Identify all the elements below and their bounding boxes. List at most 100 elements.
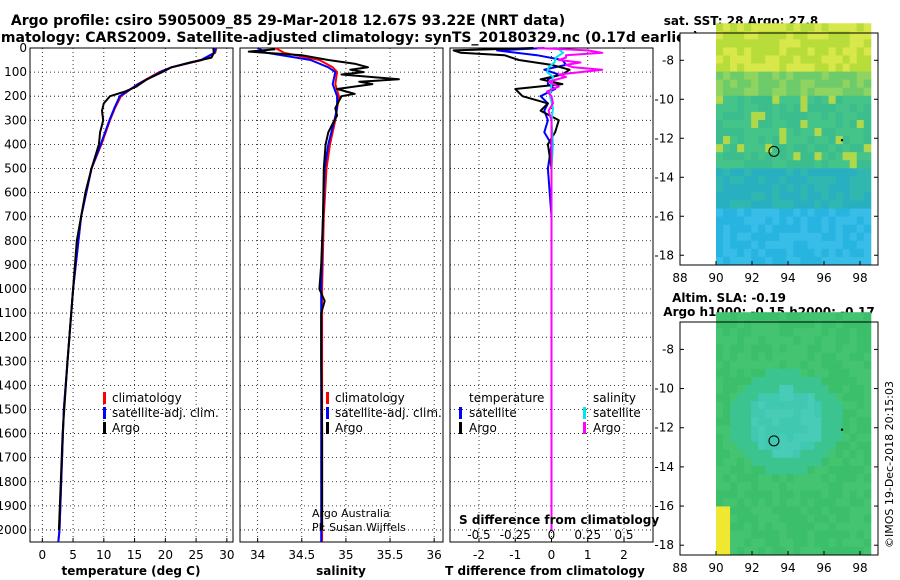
map-cell bbox=[744, 417, 752, 427]
map-cell bbox=[772, 312, 780, 321]
map-cell bbox=[758, 192, 766, 202]
map-cell bbox=[765, 111, 773, 121]
map-cell bbox=[793, 474, 801, 483]
map-cell bbox=[842, 79, 851, 89]
map-cell bbox=[751, 401, 759, 410]
map-cell bbox=[716, 176, 724, 185]
map-cell bbox=[779, 433, 787, 443]
map-cell bbox=[723, 425, 731, 435]
map-cell bbox=[863, 216, 872, 226]
map-cell bbox=[723, 47, 731, 56]
map-cell bbox=[814, 119, 823, 129]
map-cell bbox=[828, 79, 837, 89]
map-cell bbox=[835, 417, 844, 427]
map-cell bbox=[814, 95, 823, 105]
map-cell bbox=[730, 23, 738, 32]
map-cell bbox=[800, 401, 808, 410]
map-cell bbox=[800, 23, 808, 32]
map-cell bbox=[730, 360, 738, 370]
map-cell bbox=[765, 128, 773, 137]
map-cell bbox=[800, 328, 808, 337]
map-cell bbox=[751, 63, 759, 73]
map-cell bbox=[849, 312, 858, 321]
map-cell bbox=[751, 23, 759, 32]
map-cell bbox=[730, 433, 738, 443]
map-y-tick-label: -12 bbox=[654, 131, 674, 145]
map-cell bbox=[765, 449, 773, 459]
map-cell bbox=[814, 55, 823, 65]
map-cell bbox=[744, 465, 752, 475]
map-cell bbox=[751, 47, 759, 56]
map-cell bbox=[786, 360, 794, 370]
map-cell bbox=[765, 119, 773, 129]
map-cell bbox=[821, 79, 830, 89]
map-cell bbox=[814, 208, 823, 218]
map-cell bbox=[856, 368, 865, 378]
map-cell bbox=[800, 433, 808, 443]
map-cell bbox=[807, 55, 816, 65]
map-cell bbox=[814, 344, 823, 354]
map-cell bbox=[765, 55, 773, 65]
map-cell bbox=[723, 152, 731, 161]
map-cell bbox=[842, 522, 851, 532]
map-cell bbox=[842, 248, 851, 258]
map-cell bbox=[863, 449, 872, 459]
map-cell bbox=[835, 144, 844, 153]
map-cell bbox=[835, 401, 844, 410]
map-cell bbox=[779, 63, 787, 73]
map-cell bbox=[828, 208, 837, 218]
map-cell bbox=[807, 474, 816, 483]
map-cell bbox=[765, 344, 773, 354]
series-line-salinity-argo bbox=[536, 47, 604, 530]
map-cell bbox=[849, 23, 858, 32]
map-cell bbox=[835, 368, 844, 378]
map-cell bbox=[730, 248, 738, 258]
map-cell bbox=[723, 376, 731, 386]
map-cell bbox=[835, 474, 844, 483]
map-cell bbox=[779, 409, 787, 418]
map-cell bbox=[856, 401, 865, 410]
map-cell bbox=[758, 490, 766, 499]
depth-tick-label: 1400 bbox=[0, 378, 27, 392]
map-cell bbox=[744, 119, 752, 129]
x-tick-label: 0 bbox=[38, 548, 46, 562]
map-cell bbox=[730, 136, 738, 145]
map-cell bbox=[723, 208, 731, 218]
map-cell bbox=[821, 336, 830, 346]
map-cell bbox=[849, 248, 858, 258]
map-cell bbox=[821, 320, 830, 329]
map-cell bbox=[744, 55, 752, 65]
map-cell bbox=[786, 538, 794, 548]
map-cell bbox=[772, 47, 780, 56]
map-cell bbox=[751, 192, 759, 202]
map-cell bbox=[800, 522, 808, 532]
map-cell bbox=[779, 522, 787, 532]
map-cell bbox=[737, 336, 745, 346]
map-cell bbox=[856, 385, 865, 394]
map-cell bbox=[786, 401, 794, 410]
map-cell bbox=[758, 208, 766, 218]
map-cell bbox=[758, 232, 766, 242]
map-cell bbox=[723, 23, 731, 32]
legend-s-satellite-swatch bbox=[583, 407, 586, 419]
map-cell bbox=[751, 506, 759, 516]
map-cell bbox=[793, 128, 801, 137]
map-cell bbox=[849, 376, 858, 386]
map-cell bbox=[856, 465, 865, 475]
map-cell bbox=[842, 176, 851, 185]
map-cell bbox=[751, 256, 759, 266]
map-cell bbox=[723, 506, 731, 516]
map-cell bbox=[751, 344, 759, 354]
map-cell bbox=[737, 152, 745, 161]
map-cell bbox=[723, 409, 731, 418]
map-cell bbox=[723, 128, 731, 137]
map-cell bbox=[793, 119, 801, 129]
map-cell bbox=[842, 160, 851, 169]
map-cell bbox=[751, 336, 759, 346]
map-cell bbox=[800, 409, 808, 418]
map-cell bbox=[800, 55, 808, 65]
map-cell bbox=[737, 63, 745, 73]
map-cell bbox=[779, 184, 787, 193]
map-cell bbox=[765, 200, 773, 210]
map-cell bbox=[821, 176, 830, 185]
